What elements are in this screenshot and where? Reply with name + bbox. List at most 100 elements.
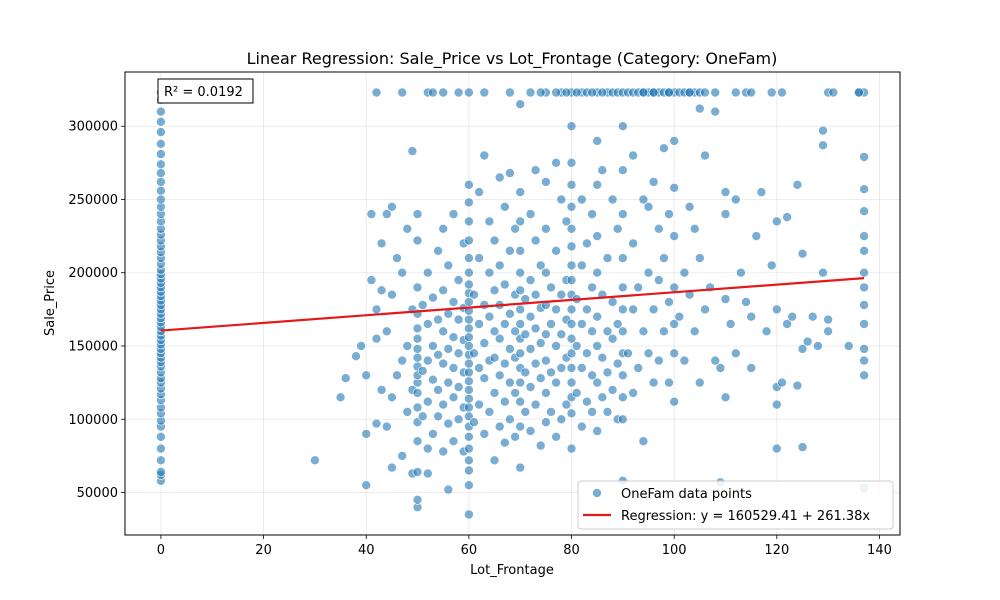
data-point — [648, 377, 659, 388]
data-point — [612, 224, 623, 234]
data-point — [628, 238, 638, 249]
data-point — [371, 418, 382, 429]
data-point — [561, 216, 572, 227]
data-point — [499, 437, 510, 448]
data-point — [412, 388, 423, 398]
data-point — [859, 184, 869, 194]
data-point — [433, 349, 443, 360]
data-point — [664, 87, 674, 98]
data-point — [592, 377, 603, 388]
data-point — [643, 267, 654, 278]
annotation-box — [157, 78, 254, 104]
data-point — [310, 455, 320, 466]
data-point — [700, 150, 710, 161]
data-point — [602, 326, 613, 337]
data-point — [361, 429, 372, 439]
data-point — [520, 407, 531, 417]
data-point — [464, 509, 474, 520]
data-point — [617, 326, 628, 337]
regression-line-group — [160, 276, 865, 332]
data-point — [607, 297, 618, 307]
x-axis-ticks: 0 20 40 60 80 100 120 140 — [157, 535, 892, 558]
data-point — [587, 370, 597, 381]
data-point — [566, 158, 577, 168]
data-point — [777, 377, 787, 388]
data-point — [576, 363, 587, 373]
data-point — [464, 480, 474, 491]
data-point — [407, 146, 418, 156]
data-point — [653, 224, 664, 234]
data-point — [669, 396, 680, 407]
data-point — [412, 209, 423, 219]
data-point — [510, 388, 520, 398]
data-point — [335, 392, 346, 403]
data-point — [546, 407, 556, 417]
y-tick-label: 250000 — [68, 193, 118, 208]
data-point — [464, 465, 474, 476]
data-point — [156, 467, 166, 477]
data-point — [617, 282, 628, 293]
data-point — [669, 136, 680, 146]
data-point — [156, 149, 166, 159]
data-point — [566, 348, 577, 359]
data-point — [771, 216, 782, 227]
data-point — [659, 143, 669, 153]
data-point — [438, 285, 449, 296]
data-point — [684, 202, 695, 212]
data-point — [556, 289, 567, 300]
data-point — [669, 231, 680, 241]
data-point — [715, 363, 726, 373]
data-point — [417, 411, 428, 422]
data-point — [587, 282, 597, 293]
data-point — [438, 446, 449, 457]
data-point — [484, 407, 495, 417]
data-point — [530, 235, 541, 246]
data-point — [381, 326, 392, 337]
data-point — [525, 87, 536, 98]
data-point — [669, 282, 680, 293]
data-point — [494, 421, 505, 432]
data-point — [566, 202, 577, 212]
data-point — [428, 87, 438, 98]
data-point — [453, 314, 464, 325]
data-point — [582, 348, 592, 359]
y-tick-label: 200000 — [68, 266, 118, 281]
data-point — [351, 351, 361, 362]
data-point — [592, 267, 603, 278]
data-point — [525, 344, 536, 354]
data-point — [679, 267, 690, 278]
data-point — [381, 209, 392, 219]
data-point — [771, 304, 782, 315]
data-point — [612, 319, 623, 329]
data-point — [592, 311, 603, 322]
data-point — [371, 87, 382, 98]
data-point — [156, 455, 166, 466]
legend: OneFam data points Regression: y = 16052… — [577, 480, 894, 530]
x-axis-label: Lot_Frontage — [470, 563, 554, 578]
data-point — [448, 209, 459, 219]
data-point — [541, 329, 551, 340]
data-point — [520, 367, 531, 378]
data-point — [387, 202, 397, 212]
data-point — [499, 202, 510, 212]
data-point — [464, 455, 474, 466]
x-tick-label: 40 — [358, 543, 375, 558]
data-point — [438, 399, 449, 410]
data-point — [828, 87, 839, 98]
data-point — [464, 358, 474, 369]
data-point — [464, 332, 474, 343]
data-point — [469, 289, 479, 300]
data-point — [551, 341, 561, 351]
data-point — [417, 300, 428, 310]
data-point — [859, 344, 869, 354]
data-point — [464, 393, 474, 404]
data-point — [700, 87, 710, 98]
data-points — [156, 87, 869, 520]
data-point — [499, 319, 510, 329]
data-point — [438, 358, 449, 369]
data-point — [453, 382, 464, 392]
data-point — [412, 494, 423, 505]
data-point — [684, 87, 695, 98]
data-point — [412, 323, 423, 334]
data-point — [617, 304, 628, 315]
